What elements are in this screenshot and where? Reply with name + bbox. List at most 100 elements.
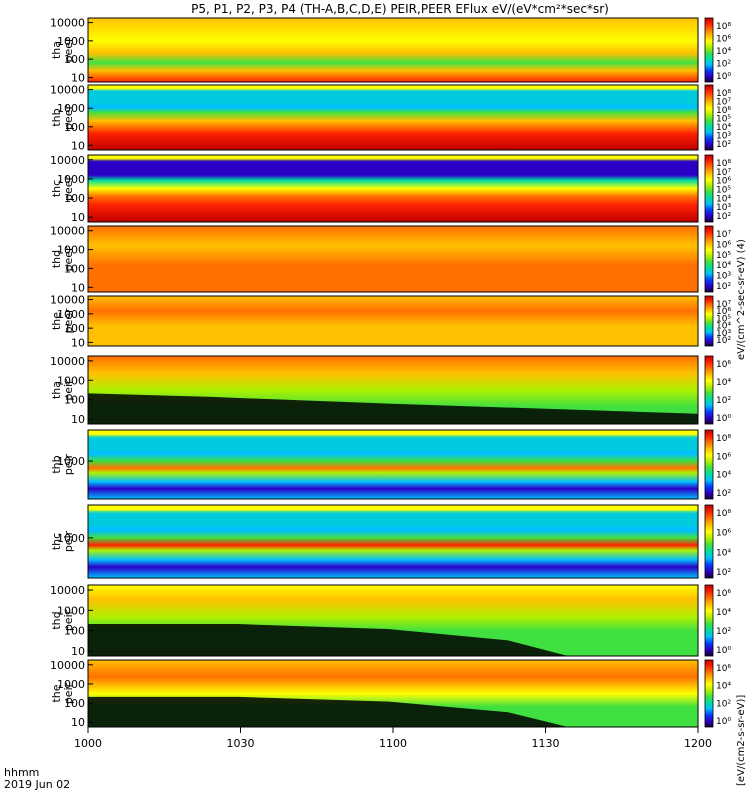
y-tick-label: 10000 bbox=[50, 154, 85, 167]
colorbar-tick-label: 10⁴ bbox=[716, 548, 731, 558]
colorbar bbox=[704, 84, 714, 151]
panel-frame bbox=[87, 154, 699, 223]
x-tick-label: 1000 bbox=[74, 737, 102, 750]
y-tick-label: 100 bbox=[64, 262, 85, 275]
x-tick-label: 1030 bbox=[227, 737, 255, 750]
y-tick-label: 100 bbox=[64, 192, 85, 205]
spectrogram-image bbox=[88, 18, 698, 82]
y-tick-label: 10000 bbox=[50, 84, 85, 97]
colorbar bbox=[704, 154, 714, 223]
x-axis: hhmm 2019 Jun 02 1000 1030 1100 1130 1200 bbox=[4, 727, 712, 791]
x-tick-label: 1100 bbox=[379, 737, 407, 750]
colorbar-tick-label: 10⁶ bbox=[716, 664, 731, 674]
y-tick-label: 10000 bbox=[50, 17, 85, 30]
colorbar bbox=[704, 17, 714, 83]
y-tick-label: 10 bbox=[71, 716, 85, 729]
colorbar-tick-label: 10² bbox=[716, 212, 731, 222]
figure-title: P5, P1, P2, P3, P4 (TH-A,B,C,D,E) PEIR,P… bbox=[191, 2, 609, 16]
colorbar-tick-label: 10⁸ bbox=[716, 159, 731, 169]
y-tick-label: 10 bbox=[71, 336, 85, 349]
panel-thd-peir: 10000 1000 100 10 thd peir 10⁶ 10⁴ 10² 10⁰ bbox=[50, 584, 731, 658]
colorbar-tick-label: 10⁴ bbox=[716, 682, 731, 692]
spectrogram-image bbox=[88, 155, 698, 222]
colorbar-tick-label: 10⁴ bbox=[716, 194, 731, 204]
x-corner-label-date: 2019 Jun 02 bbox=[4, 778, 70, 791]
panel-frame bbox=[87, 429, 699, 500]
y-tick-label: 10000 bbox=[50, 294, 85, 307]
y-tick-label: 1000 bbox=[57, 455, 85, 468]
colorbar-tick-label: 10⁶ bbox=[716, 177, 731, 187]
panel-species-label: peer bbox=[62, 308, 75, 334]
colorbar-tick-label: 10⁸ bbox=[716, 434, 731, 444]
colorbar-tick-label: 10³ bbox=[716, 329, 731, 339]
y-tick-label: 1000 bbox=[57, 308, 85, 321]
colorbar-tick-label: 10⁰ bbox=[716, 72, 731, 82]
panel-species-label: peer bbox=[62, 246, 75, 272]
y-tick-label: 100 bbox=[64, 697, 85, 710]
y-tick-label: 1000 bbox=[57, 604, 85, 617]
colorbar-tick-label: 10⁸ bbox=[716, 89, 731, 99]
y-tick-label: 10 bbox=[71, 413, 85, 426]
panel-tha-peer: 10000 1000 100 10 tha peer 10⁸ 10⁶ 10⁴ 10² 10⁰ bbox=[50, 17, 731, 85]
colorbar-tick-label: 10⁰ bbox=[716, 646, 731, 656]
colorbar-tick-label: 10⁶ bbox=[716, 360, 731, 370]
panel-probe-label: thc bbox=[50, 180, 63, 197]
colorbar-tick-label: 10⁴ bbox=[716, 123, 731, 133]
y-tick-label: 10 bbox=[71, 211, 85, 224]
x-corner-label-hhmm: hhmm bbox=[4, 766, 39, 779]
colorbar-tick-label: 10³ bbox=[716, 132, 731, 142]
y-tick-label: 1000 bbox=[57, 244, 85, 257]
colorbar-tick-label: 10² bbox=[716, 60, 731, 70]
colorbar-tick-label: 10⁶ bbox=[716, 307, 731, 317]
colorbar-side-label: [eV/(cm2-s-sr-eV)] bbox=[736, 695, 747, 786]
y-tick-label: 100 bbox=[64, 625, 85, 638]
y-tick-label: 1000 bbox=[57, 374, 85, 387]
colorbar-tick-label: 10⁴ bbox=[716, 471, 731, 481]
panel-species-label: peir bbox=[62, 609, 75, 631]
panel-probe-label: thb bbox=[50, 455, 63, 473]
panel-probe-label: thc bbox=[50, 533, 63, 550]
colorbar-tick-label: 10⁷ bbox=[716, 98, 731, 108]
colorbar bbox=[704, 355, 714, 425]
colorbar bbox=[704, 429, 714, 500]
y-tick-label: 10000 bbox=[50, 225, 85, 238]
panel-species-label: peir bbox=[62, 379, 75, 401]
panel-probe-label: tha bbox=[50, 41, 63, 59]
colorbar-tick-label: 10⁵ bbox=[716, 314, 731, 324]
panel-species-label: peir bbox=[62, 453, 75, 475]
colorbar-tick-label: 10⁷ bbox=[716, 230, 731, 240]
y-tick-label: 10000 bbox=[50, 584, 85, 597]
colorbar-tick-label: 10⁸ bbox=[716, 509, 731, 519]
spectrogram-image bbox=[88, 296, 698, 346]
colorbar-tick-label: 10² bbox=[716, 699, 731, 709]
colorbar-tick-label: 10² bbox=[716, 336, 731, 346]
spectrogram-image bbox=[88, 430, 698, 499]
colorbar-tick-label: 10⁶ bbox=[716, 452, 731, 462]
y-tick-label: 100 bbox=[64, 322, 85, 335]
panel-probe-label: the bbox=[50, 312, 63, 330]
panel-probe-label: thd bbox=[50, 611, 63, 629]
panel-frame bbox=[87, 17, 699, 83]
low-count-region bbox=[88, 624, 568, 656]
colorbar-tick-label: 10⁷ bbox=[716, 300, 731, 310]
panel-probe-label: thb bbox=[50, 108, 63, 126]
colorbar-tick-label: 10⁶ bbox=[716, 106, 731, 116]
panel-species-label: peir bbox=[62, 530, 75, 552]
y-tick-label: 100 bbox=[64, 394, 85, 407]
colorbar-tick-label: 10² bbox=[716, 627, 731, 637]
colorbar-vertical-caption: eV/(cm^2-sec-sr-eV) (4) bbox=[736, 239, 747, 360]
noise-band bbox=[88, 510, 698, 527]
panel-tha-peir: 10000 1000 100 10 tha peir 10⁶ 10⁴ 10² 10⁰ bbox=[50, 355, 731, 426]
panel-species-label: peer bbox=[62, 176, 75, 202]
panel-thc-peer: 10000 1000 100 10 thc peer 10⁸10⁷10⁶10⁵10⁴10³1… bbox=[50, 154, 731, 224]
y-tick-label: 1000 bbox=[57, 35, 85, 48]
colorbar-tick-label: 10⁶ bbox=[716, 240, 731, 250]
spectrogram-image bbox=[88, 505, 698, 578]
panel-probe-label: thd bbox=[50, 250, 63, 268]
panel-frame bbox=[87, 84, 699, 151]
low-count-region bbox=[88, 393, 698, 424]
